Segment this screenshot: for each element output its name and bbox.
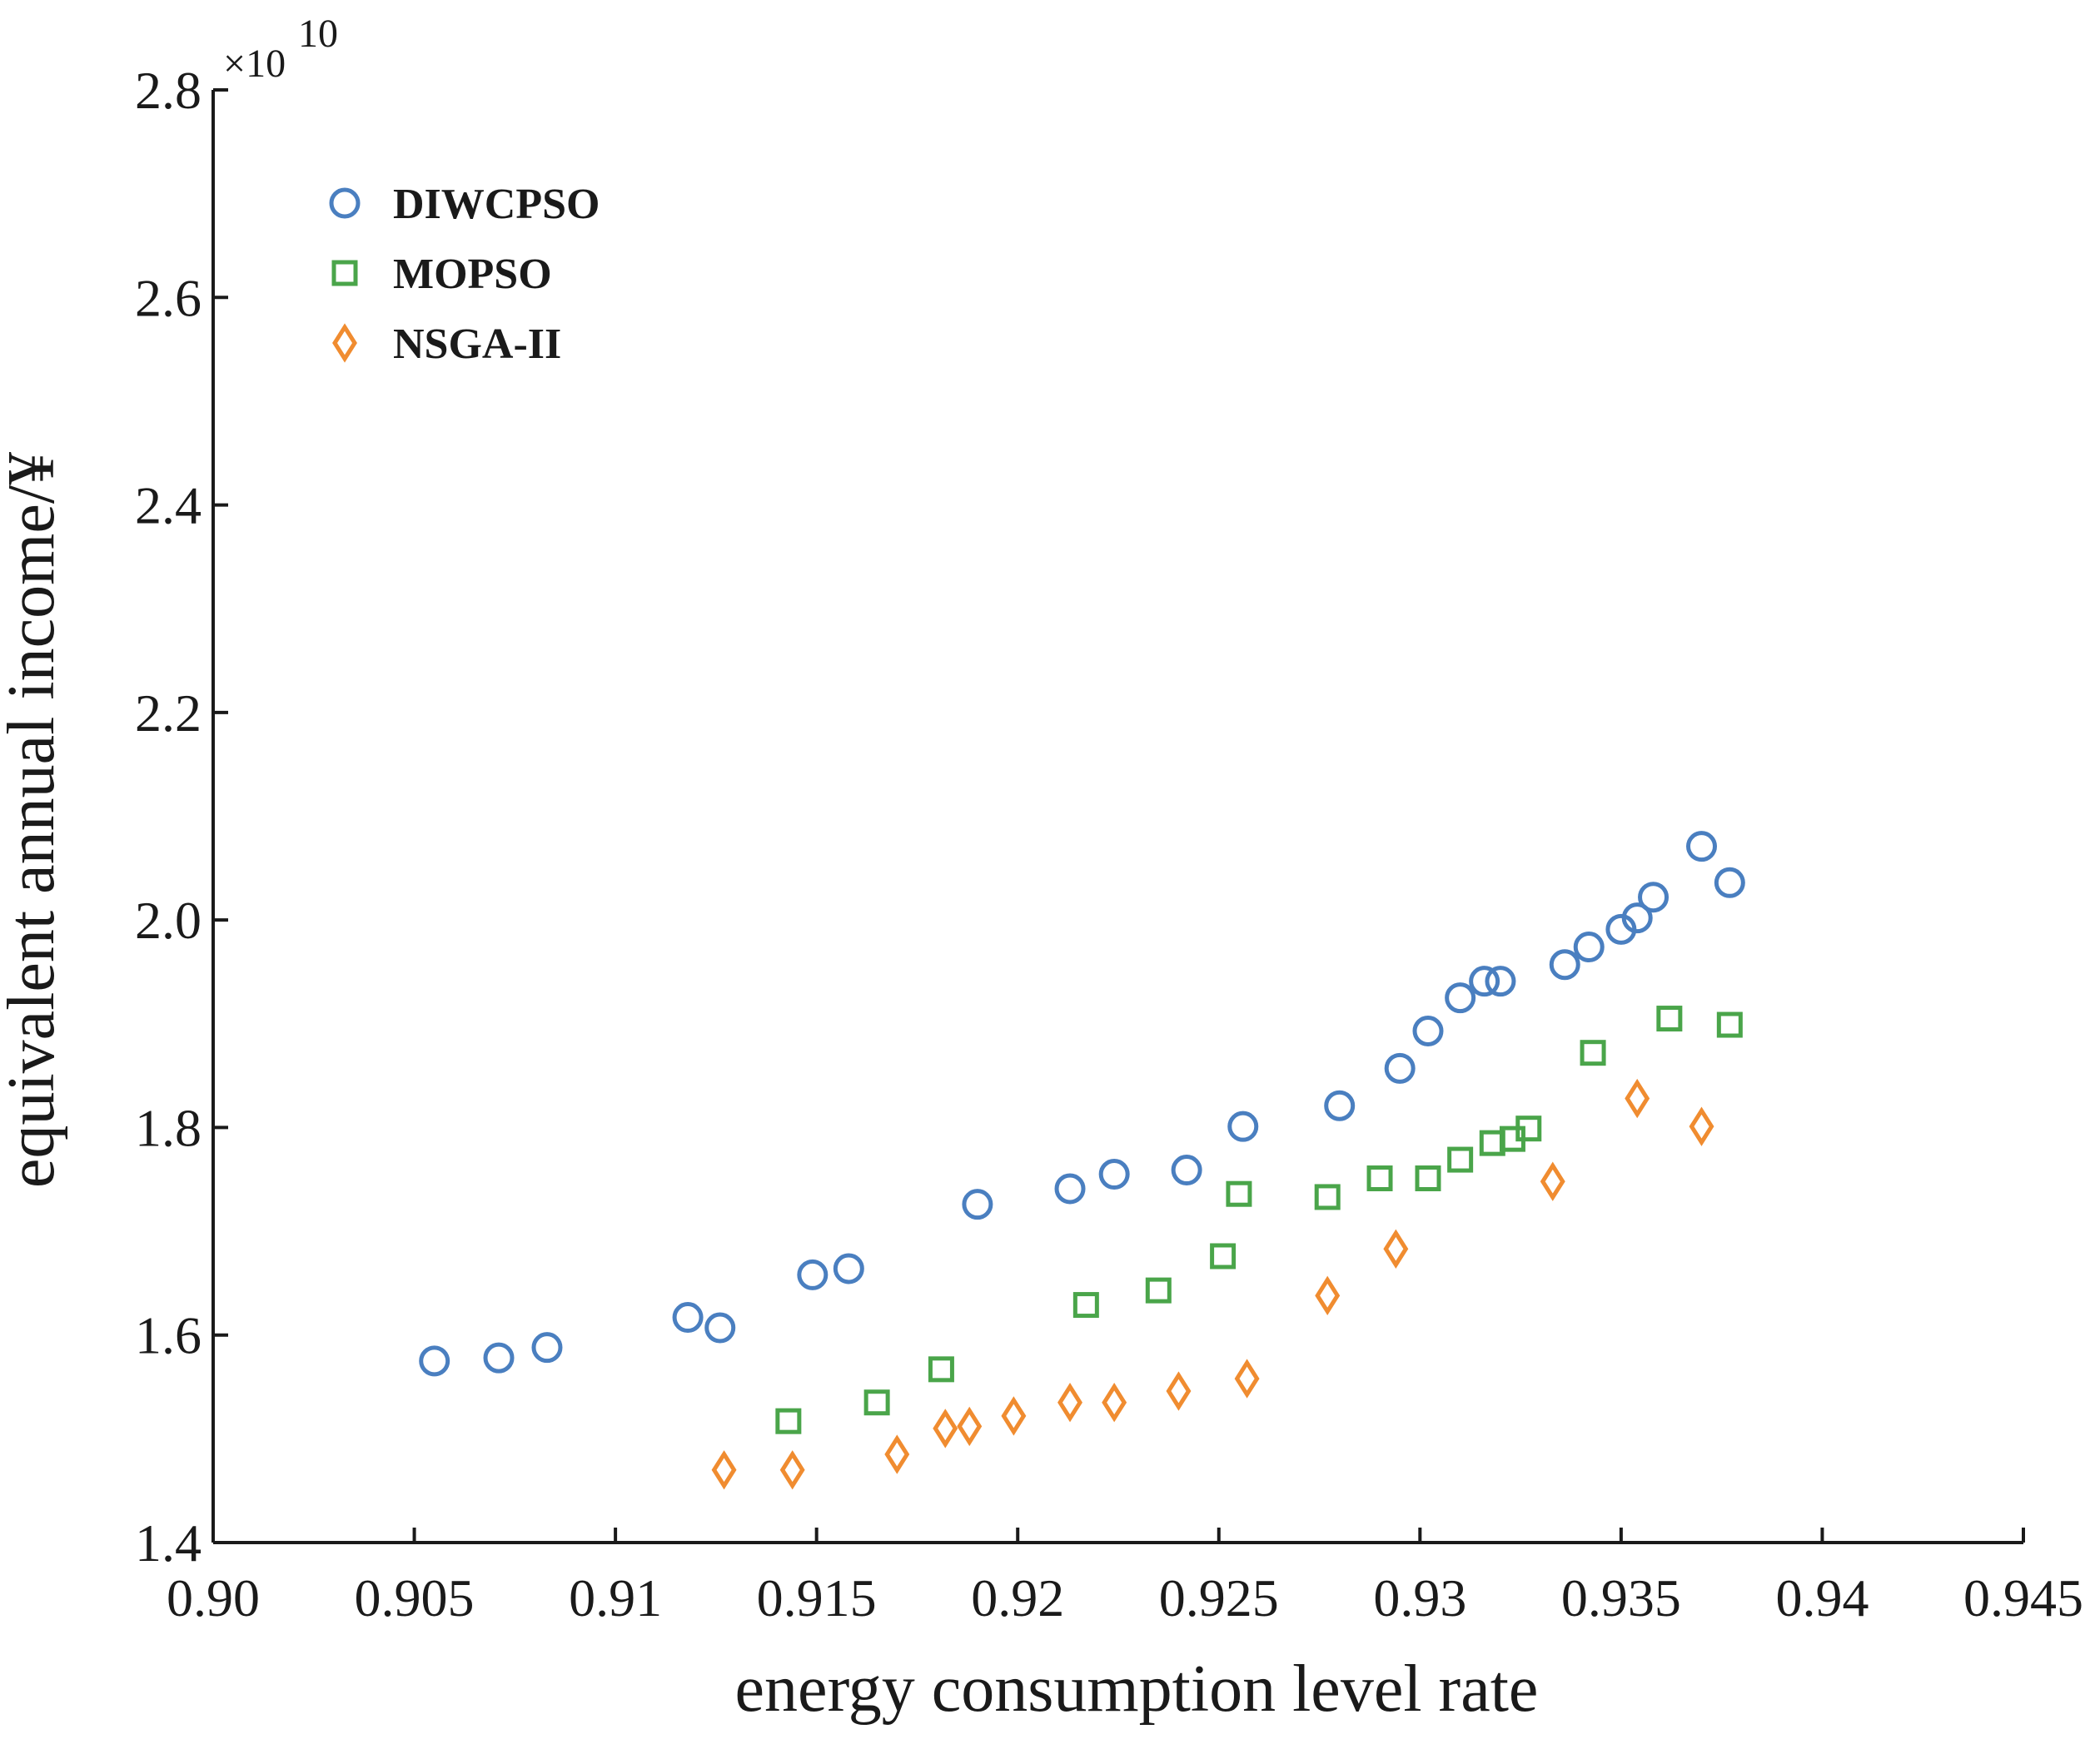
data-point-circle <box>1171 1155 1202 1186</box>
data-point-diamond <box>1383 1229 1409 1269</box>
data-point-square <box>1580 1040 1606 1066</box>
data-point-diamond <box>711 1450 737 1490</box>
y-tick-label: 1.4 <box>135 1513 202 1573</box>
x-tick-label: 0.915 <box>757 1568 877 1627</box>
legend-marker-diamond <box>332 323 357 363</box>
legend-label: NSGA-II <box>393 321 561 368</box>
data-point-square <box>1226 1180 1252 1207</box>
data-point-square <box>1716 1011 1743 1038</box>
data-point-circle <box>1469 966 1500 997</box>
data-point-diamond <box>957 1406 983 1447</box>
data-point-circle <box>1054 1173 1086 1205</box>
data-point-circle <box>704 1312 736 1344</box>
data-point-square <box>1415 1165 1441 1192</box>
data-point-diamond <box>933 1409 958 1448</box>
x-tick-label: 0.91 <box>569 1568 662 1627</box>
data-point-circle <box>531 1332 563 1364</box>
data-point-square <box>1314 1184 1341 1210</box>
data-point-circle <box>962 1189 993 1220</box>
data-point-diamond <box>1234 1359 1260 1399</box>
data-point-square <box>1210 1243 1237 1270</box>
data-point-diamond <box>1689 1106 1714 1146</box>
x-tick-label: 0.935 <box>1561 1568 1681 1627</box>
data-point-circle <box>833 1253 864 1284</box>
data-point-circle <box>1227 1111 1259 1142</box>
x-tick-label: 0.905 <box>355 1568 475 1627</box>
data-point-square <box>1366 1165 1393 1192</box>
data-point-diamond <box>884 1434 910 1474</box>
data-point-circle <box>797 1259 829 1290</box>
y-axis-label: equivalent annual income/¥ <box>0 452 68 1188</box>
axes <box>211 90 2023 1544</box>
legend-marker-circle <box>329 187 361 219</box>
data-point-diamond <box>779 1450 805 1490</box>
data-point-square <box>775 1408 802 1434</box>
y-tick-label: 2.4 <box>135 476 202 535</box>
data-point-diamond <box>1057 1383 1082 1423</box>
legend: DIWCPSO MOPSO NSGA-II <box>329 181 600 368</box>
legend-label: MOPSO <box>393 251 552 298</box>
data-points <box>419 831 1745 1490</box>
data-point-circle <box>1445 982 1476 1014</box>
y-tick-label: 1.8 <box>135 1098 202 1157</box>
data-point-diamond <box>1166 1371 1192 1411</box>
data-point-circle <box>1714 867 1745 898</box>
data-point-square <box>863 1389 890 1416</box>
data-point-square <box>928 1356 954 1383</box>
data-point-circle <box>672 1302 704 1334</box>
data-point-diamond <box>1315 1275 1341 1316</box>
data-point-circle <box>1384 1052 1416 1084</box>
x-tick-label: 0.94 <box>1775 1568 1869 1627</box>
data-point-diamond <box>1001 1396 1027 1436</box>
y-tick-label: 2.2 <box>135 683 202 743</box>
x-tick-label: 0.93 <box>1373 1568 1466 1627</box>
data-point-square <box>1145 1277 1172 1304</box>
x-tick-label: 0.945 <box>1963 1568 2083 1627</box>
x-ticks: 0.90 0.905 0.91 0.915 0.92 0.925 0.93 0.935 0.94… <box>167 1528 2083 1627</box>
y-multiplier-exponent: 10 <box>298 12 338 56</box>
data-point-circle <box>483 1342 515 1374</box>
data-point-square <box>1447 1146 1474 1173</box>
data-point-circle <box>419 1345 450 1377</box>
y-tick-label: 2.0 <box>135 891 202 950</box>
x-tick-label: 0.90 <box>167 1568 260 1627</box>
data-point-circle <box>1573 932 1605 963</box>
series-mopso <box>775 1006 1743 1434</box>
data-point-circle <box>1098 1159 1130 1190</box>
legend-label: DIWCPSO <box>393 181 600 228</box>
data-point-square <box>1515 1116 1542 1142</box>
y-tick-label: 2.8 <box>135 61 202 120</box>
data-point-square <box>1072 1292 1099 1319</box>
data-point-diamond <box>1540 1161 1565 1201</box>
data-point-circle <box>1412 1016 1444 1047</box>
legend-marker-square <box>331 260 358 286</box>
series-diwcpso <box>419 831 1745 1377</box>
x-tick-label: 0.92 <box>971 1568 1064 1627</box>
data-point-diamond <box>1625 1078 1650 1119</box>
series-nsga-ii <box>711 1078 1714 1490</box>
y-tick-label: 1.6 <box>135 1306 202 1365</box>
data-point-circle <box>1485 966 1516 997</box>
y-ticks: 1.4 1.6 1.8 2.0 2.2 2.4 2.6 2.8 <box>135 61 228 1573</box>
x-tick-label: 0.925 <box>1159 1568 1279 1627</box>
data-point-circle <box>1686 831 1718 862</box>
data-point-circle <box>1549 949 1580 981</box>
x-axis-label: energy consumption level rate <box>735 1652 1539 1726</box>
data-point-square <box>1656 1006 1683 1032</box>
data-point-circle <box>1621 902 1653 934</box>
data-point-circle <box>1638 882 1670 913</box>
data-point-diamond <box>1102 1383 1127 1423</box>
y-multiplier-base: ×10 <box>223 42 286 86</box>
data-point-circle <box>1324 1090 1356 1121</box>
y-tick-label: 2.6 <box>135 268 202 327</box>
